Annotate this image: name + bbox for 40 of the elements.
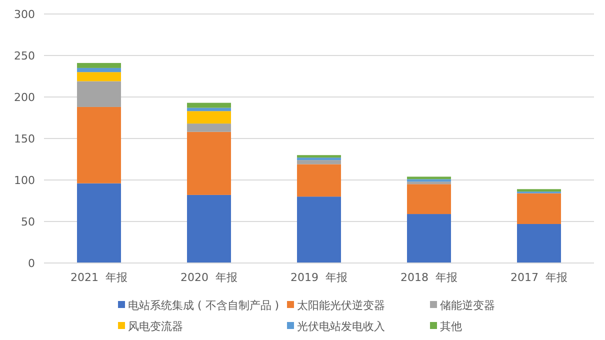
y-tick-label: 100 bbox=[14, 174, 35, 187]
bar bbox=[407, 179, 451, 182]
legend-label: 储能逆变器 bbox=[440, 299, 495, 312]
bar bbox=[77, 106, 121, 184]
y-tick-label: 200 bbox=[14, 91, 35, 104]
bar bbox=[297, 164, 341, 197]
bar bbox=[187, 102, 231, 108]
y-tick-label: 250 bbox=[14, 50, 35, 62]
bar bbox=[297, 155, 341, 158]
bar bbox=[187, 194, 231, 263]
x-tick-label: 2017 年报 bbox=[510, 271, 568, 284]
bar bbox=[517, 193, 561, 224]
bar bbox=[407, 214, 451, 263]
bar bbox=[77, 183, 121, 263]
bar bbox=[187, 132, 231, 195]
bar bbox=[297, 196, 341, 263]
bar bbox=[77, 72, 121, 82]
bar bbox=[407, 182, 451, 184]
bar bbox=[517, 224, 561, 263]
bar bbox=[77, 62, 121, 68]
y-tick-label: 50 bbox=[21, 216, 35, 228]
bar bbox=[77, 81, 121, 107]
y-tick-label: 150 bbox=[14, 132, 35, 146]
x-tick-label: 2021 年报 bbox=[70, 271, 128, 284]
bar bbox=[77, 68, 121, 72]
y-tick-label: 300 bbox=[14, 8, 35, 21]
legend-label: 其他 bbox=[440, 320, 462, 333]
bar bbox=[297, 158, 341, 160]
bar bbox=[407, 184, 451, 214]
x-tick-label: 2020 年报 bbox=[180, 271, 238, 284]
y-tick-label: 0 bbox=[28, 257, 35, 270]
bar bbox=[187, 108, 231, 112]
bar bbox=[297, 160, 341, 164]
bar bbox=[517, 189, 561, 192]
bar bbox=[407, 176, 451, 180]
bar bbox=[187, 124, 231, 132]
x-tick-label: 2018 年报 bbox=[400, 271, 458, 284]
x-tick-label: 2019 年报 bbox=[290, 271, 348, 284]
bar bbox=[187, 111, 231, 124]
legend-label: 风电变流器 bbox=[128, 320, 183, 333]
